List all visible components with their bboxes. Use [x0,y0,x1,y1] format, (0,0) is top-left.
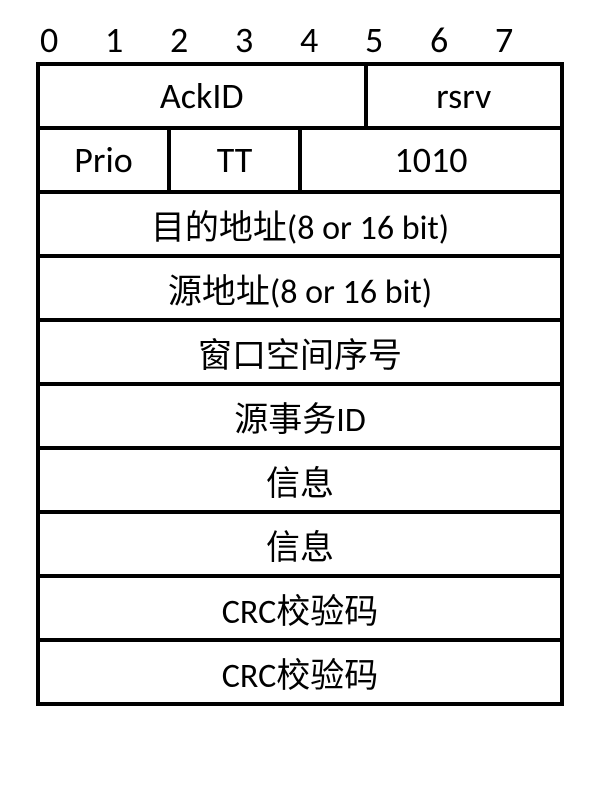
packet-cell: CRC校验码 [38,640,562,704]
packet-cell: 信息 [38,512,562,576]
packet-cell: 信息 [38,448,562,512]
packet-row: CRC校验码 [38,640,562,704]
bit-label: 7 [491,18,556,62]
packet-cell: 目的地址(8 or 16 bit) [38,192,562,256]
bit-label: 3 [231,18,296,62]
packet-cell: CRC校验码 [38,576,562,640]
bit-label: 6 [426,18,491,62]
packet-cell: rsrv [366,64,563,128]
packet-row: CRC校验码 [38,576,562,640]
packet-row: 窗口空间序号 [38,320,562,384]
packet-row: 目的地址(8 or 16 bit) [38,192,562,256]
packet-row: PrioTT1010 [38,128,562,192]
packet-cell: 窗口空间序号 [38,320,562,384]
packet-cell: 1010 [300,128,562,192]
packet-cell: Prio [38,128,169,192]
bit-index-row: 01234567 [36,18,556,62]
packet-format-table: AckIDrsrvPrioTT1010目的地址(8 or 16 bit)源地址(… [36,62,564,706]
packet-cell: AckID [38,64,366,128]
bit-label: 1 [101,18,166,62]
packet-cell: 源事务ID [38,384,562,448]
packet-row: 信息 [38,512,562,576]
packet-row: 信息 [38,448,562,512]
bit-label: 2 [166,18,231,62]
bit-label: 5 [361,18,426,62]
packet-row: 源事务ID [38,384,562,448]
packet-row: AckIDrsrv [38,64,562,128]
packet-cell: TT [169,128,300,192]
bit-label: 0 [36,18,101,62]
packet-row: 源地址(8 or 16 bit) [38,256,562,320]
bit-label: 4 [296,18,361,62]
packet-cell: 源地址(8 or 16 bit) [38,256,562,320]
